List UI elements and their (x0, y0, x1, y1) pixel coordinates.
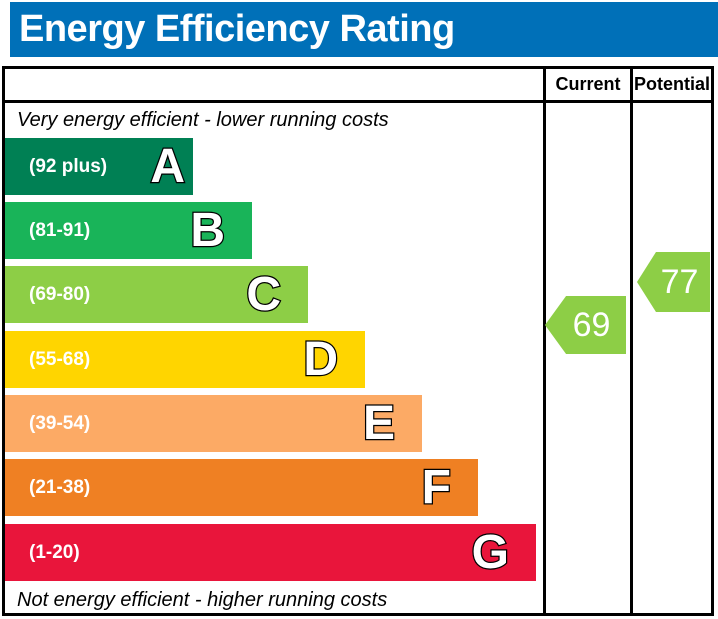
band-f-letter: F (420, 460, 452, 514)
band-b-letter: B (189, 203, 226, 257)
band-e: (39-54) E (5, 395, 422, 452)
column-header-current: Current (555, 74, 621, 94)
band-c-letter: C (245, 267, 282, 321)
current-rating-value: 69 (572, 305, 611, 344)
potential-rating-value: 77 (660, 262, 699, 301)
band-g: (1-20) G (5, 524, 536, 581)
caption-very-efficient: Very energy efficient - lower running co… (17, 109, 389, 131)
band-f: (21-38) F (5, 459, 478, 516)
caption-not-efficient: Not energy efficient - higher running co… (17, 589, 388, 611)
band-e-range-label: (39-54) (29, 412, 91, 434)
column-divider-potential (630, 66, 633, 616)
band-g-range-label: (1-20) (29, 541, 80, 563)
column-divider-current (543, 66, 546, 616)
page-title: Energy Efficiency Rating (19, 8, 455, 50)
title-bar: Energy Efficiency Rating (10, 2, 718, 57)
band-b-range-label: (81-91) (29, 219, 91, 241)
band-b: (81-91) B (5, 202, 252, 259)
band-a-range-label: (92 plus) (29, 155, 108, 177)
band-d: (55-68) D (5, 331, 365, 388)
band-a-letter: A (149, 139, 186, 193)
band-d-range-label: (55-68) (29, 348, 91, 370)
column-header-potential: Potential (633, 74, 710, 94)
band-e-letter: E (362, 396, 397, 450)
band-g-letter: G (470, 525, 510, 579)
band-f-range-label: (21-38) (29, 476, 91, 498)
band-d-letter: D (302, 332, 339, 386)
band-c: (69-80) C (5, 266, 308, 323)
band-c-range-label: (69-80) (29, 283, 91, 305)
band-a: (92 plus) A (5, 138, 193, 195)
header-underline (2, 100, 714, 103)
